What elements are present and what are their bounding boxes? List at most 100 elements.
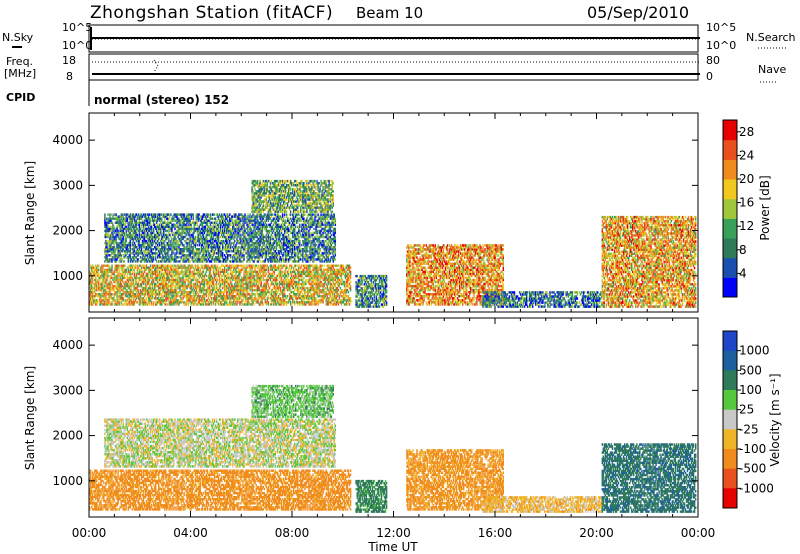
power-cell <box>337 293 340 296</box>
power-cell <box>192 301 194 304</box>
power-cell <box>177 268 179 272</box>
power-cell <box>306 295 308 298</box>
power-cell <box>214 301 217 304</box>
power-cell <box>147 270 150 274</box>
power-cell <box>348 278 351 282</box>
power-cell <box>121 274 123 278</box>
power-cell <box>310 297 312 300</box>
power-cell <box>251 268 253 272</box>
power-cell <box>177 266 179 269</box>
power-cell <box>171 284 173 288</box>
power-cell <box>219 291 222 294</box>
power-cell <box>249 284 251 288</box>
power-cell <box>193 303 195 306</box>
power-cell <box>138 237 141 241</box>
power-cell <box>309 295 311 298</box>
power-cell <box>269 266 272 269</box>
power-cell <box>108 221 110 224</box>
power-cell <box>258 280 260 284</box>
power-cell <box>293 270 295 274</box>
power-cell <box>316 274 318 278</box>
power-cell <box>121 223 123 227</box>
power-cell <box>144 219 147 222</box>
power-cell <box>208 282 211 286</box>
power-cell <box>317 276 319 280</box>
power-cell <box>173 295 175 298</box>
power-cell <box>195 284 198 288</box>
power-cell <box>216 286 219 290</box>
power-cell <box>175 303 177 306</box>
power-cell <box>127 243 130 247</box>
power-cell <box>136 260 139 263</box>
power-cell <box>265 282 268 286</box>
power-cell <box>172 291 174 294</box>
power-cell <box>125 280 127 284</box>
power-cell <box>131 282 134 286</box>
power-cell <box>110 246 112 249</box>
power-cell <box>156 235 158 239</box>
power-cell <box>128 286 131 290</box>
power-cell <box>131 260 134 263</box>
power-cell <box>190 295 192 298</box>
power-cell <box>334 291 337 294</box>
power-cell <box>156 248 158 251</box>
power-cell <box>188 299 190 302</box>
power-cell <box>242 291 244 294</box>
power-cell <box>147 243 150 247</box>
power-cell <box>234 295 236 298</box>
power-cell <box>98 268 100 272</box>
power-cell <box>274 268 277 272</box>
power-cell <box>150 252 153 255</box>
power-cell <box>148 299 151 302</box>
power-cell <box>108 217 110 220</box>
power-cell <box>320 299 322 302</box>
power-cell <box>147 246 150 249</box>
power-cell <box>281 270 284 274</box>
power-cell <box>168 295 170 298</box>
power-cell <box>179 276 181 280</box>
power-cell <box>135 276 138 280</box>
power-cell <box>248 286 250 290</box>
power-cell <box>198 280 201 284</box>
power-cell <box>216 293 219 296</box>
power-cell <box>341 295 344 298</box>
power-cell <box>319 268 321 272</box>
power-cell <box>95 284 97 288</box>
power-cell <box>284 301 287 304</box>
power-cell <box>140 301 143 304</box>
power-cell <box>227 272 229 276</box>
power-cell <box>147 299 150 302</box>
power-cell <box>271 266 274 269</box>
power-cell <box>167 282 169 286</box>
power-cell <box>143 221 146 224</box>
power-cell <box>158 299 160 302</box>
power-cell <box>189 272 191 276</box>
power-cell <box>125 303 127 306</box>
power-cell <box>312 288 314 292</box>
power-cell <box>321 284 323 288</box>
power-cell <box>151 243 154 247</box>
power-cell <box>215 291 218 294</box>
power-cell <box>296 274 298 278</box>
power-cell <box>347 266 350 269</box>
power-cell <box>345 266 348 269</box>
power-cell <box>207 295 210 298</box>
power-cell <box>278 284 281 288</box>
power-cell <box>137 215 140 218</box>
power-cell <box>305 270 307 274</box>
power-cell <box>342 280 345 284</box>
power-cell <box>248 293 250 296</box>
power-cell <box>314 282 316 286</box>
power-cell <box>305 278 307 282</box>
power-cell <box>151 293 154 296</box>
power-cell <box>258 268 260 272</box>
power-cell <box>113 280 115 284</box>
power-cell <box>193 297 195 300</box>
power-cell <box>145 246 148 249</box>
power-cell <box>283 293 286 296</box>
power-cell <box>251 301 253 304</box>
power-cell <box>152 241 155 245</box>
power-cell <box>132 227 135 231</box>
power-cell <box>173 278 175 282</box>
power-cell <box>129 274 132 278</box>
